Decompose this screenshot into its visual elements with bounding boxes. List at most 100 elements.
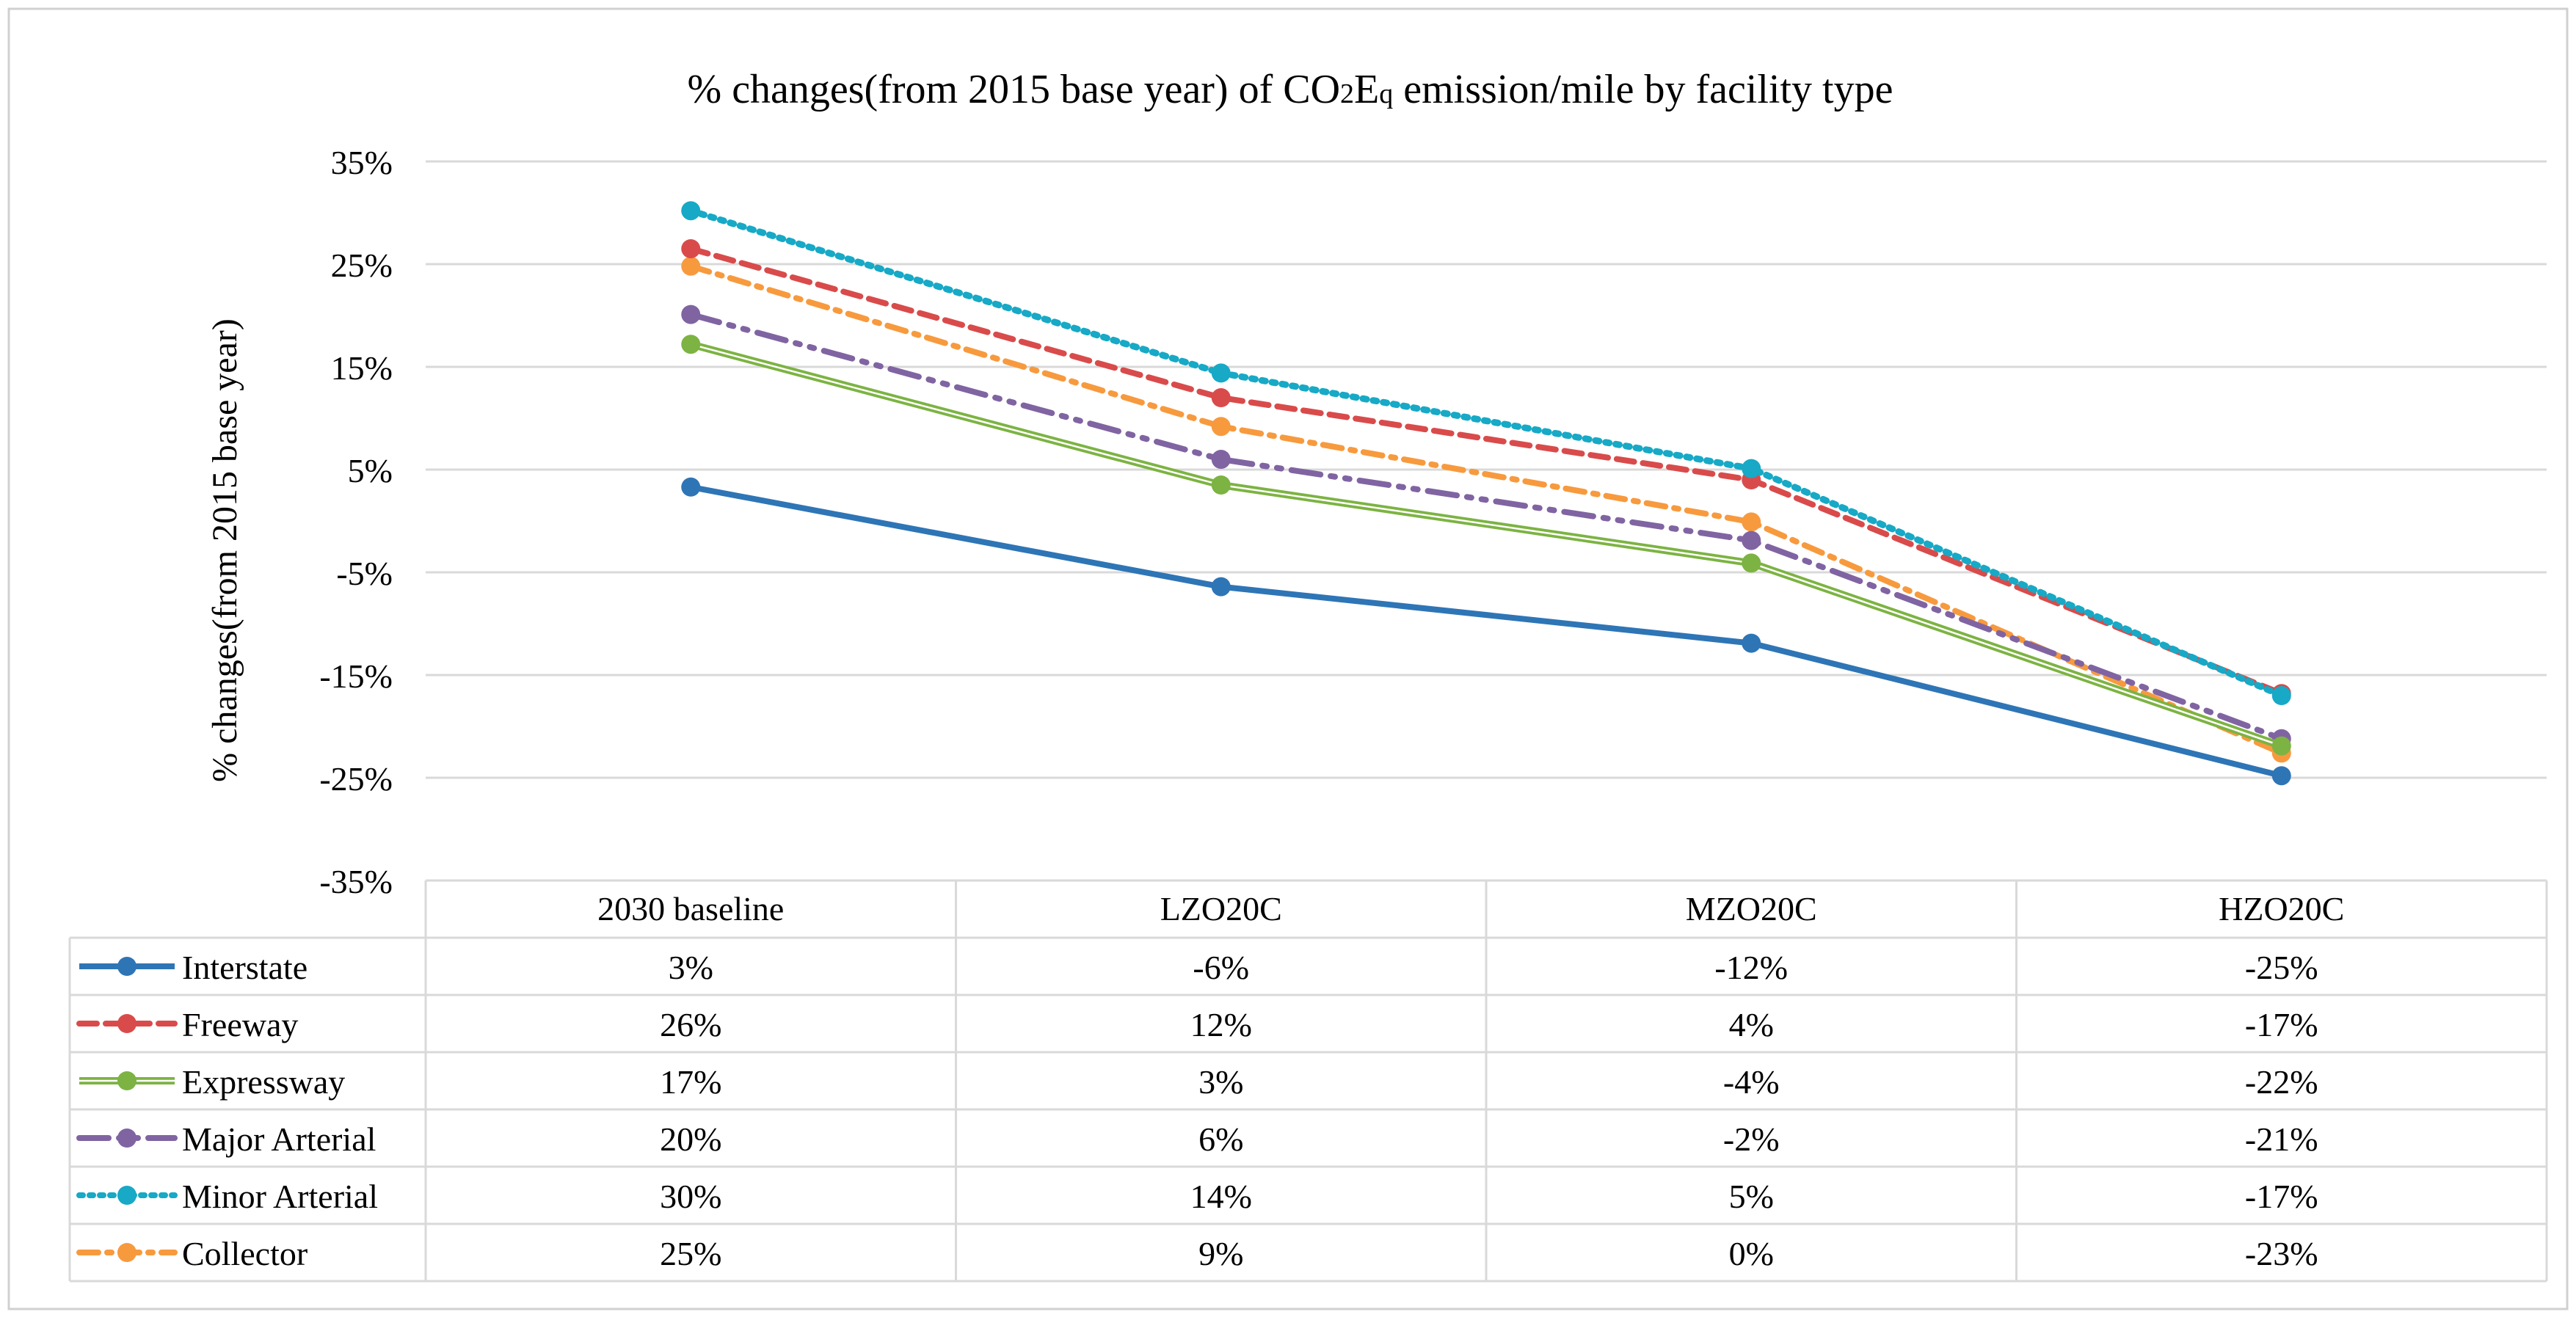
legend-label: Expressway	[182, 1063, 345, 1101]
table-cell: -6%	[1193, 949, 1249, 986]
data-point	[1742, 553, 1761, 573]
legend-marker	[117, 1128, 137, 1148]
legend-label: Minor Arterial	[182, 1178, 378, 1215]
legend-key	[76, 1128, 178, 1148]
table-row: Expressway 17% 3% -4% -22%	[79, 1063, 2318, 1101]
data-point	[1742, 512, 1761, 532]
legend-marker	[117, 1014, 137, 1033]
y-tick-label: 35%	[331, 144, 393, 181]
table-cell: -25%	[2245, 949, 2318, 986]
title-part-tail: emission/mile by facility type	[1393, 67, 1893, 112]
legend-marker	[117, 957, 137, 976]
series-line-inner	[690, 343, 2282, 747]
table-cell: 26%	[660, 1006, 721, 1043]
series-lines	[681, 201, 2291, 786]
data-point	[681, 335, 701, 354]
legend-label: Collector	[182, 1235, 308, 1272]
table-cell: 17%	[660, 1063, 721, 1101]
data-point	[681, 305, 701, 324]
data-point	[2271, 736, 2291, 756]
title-part-e: E	[1354, 67, 1379, 112]
series-major-arterial	[681, 305, 2291, 748]
category-label: LZO20C	[1160, 890, 1282, 927]
data-point	[1742, 459, 1761, 478]
legend-marker	[117, 1243, 137, 1262]
table-cell: -22%	[2245, 1063, 2318, 1101]
table-row: Interstate 3% -6% -12% -25%	[79, 949, 2318, 986]
data-point	[681, 256, 701, 276]
y-tick-label: -25%	[319, 760, 393, 798]
data-point	[1742, 633, 1761, 653]
series-line	[690, 484, 2282, 779]
data-point	[1211, 577, 1231, 597]
y-tick-labels: 35% 25% 15% 5% -5% -15% -25% -35%	[319, 144, 393, 900]
legend-marker	[117, 1071, 137, 1090]
data-point	[2271, 686, 2291, 705]
legend-label: Interstate	[182, 949, 308, 986]
table-cell: 9%	[1198, 1235, 1243, 1272]
data-point	[1211, 475, 1231, 495]
table-cell: 5%	[1729, 1178, 1774, 1215]
series-line	[687, 207, 2285, 699]
table-cell: 3%	[1198, 1063, 1243, 1101]
table-cell: -17%	[2245, 1006, 2318, 1043]
y-tick-label: -35%	[319, 863, 393, 900]
table-cell: 6%	[1198, 1120, 1243, 1158]
legend-key	[76, 1186, 178, 1205]
data-point	[681, 477, 701, 497]
table-cell: -2%	[1723, 1120, 1780, 1158]
table-row: Minor Arterial 30% 14% 5% -17%	[76, 1178, 2318, 1215]
table-cell: -21%	[2245, 1120, 2318, 1158]
legend-label: Freeway	[182, 1006, 298, 1043]
table-cell: -23%	[2245, 1235, 2318, 1272]
data-table: 2030 baseline LZO20C MZO20C HZO20C Interstat…	[68, 879, 2548, 1283]
legend-key	[76, 1243, 178, 1262]
legend-key	[76, 1014, 178, 1033]
series-minor-arterial	[681, 201, 2291, 705]
legend-key	[79, 1071, 175, 1090]
table-cell: -4%	[1723, 1063, 1780, 1101]
table-cell: 30%	[660, 1178, 721, 1215]
y-tick-label: -5%	[336, 555, 393, 592]
title-part-sub-2: 2	[1340, 79, 1354, 109]
chart-border	[7, 7, 2569, 1310]
table-cell: 25%	[660, 1235, 721, 1272]
y-tick-label: 25%	[331, 247, 393, 284]
category-label: 2030 baseline	[597, 890, 784, 927]
chart-title: % changes(from 2015 base year) of CO2Eq …	[688, 67, 1893, 112]
data-point	[1211, 417, 1231, 437]
title-part-main: % changes(from 2015 base year) of CO	[688, 67, 1340, 112]
table-cell: 3%	[669, 949, 713, 986]
data-point	[681, 239, 701, 258]
series-expressway	[681, 335, 2291, 756]
y-tick-label: 5%	[348, 452, 393, 489]
table-row: Collector 25% 9% 0% -23%	[76, 1235, 2318, 1272]
data-point	[1742, 530, 1761, 550]
data-point	[1211, 363, 1231, 383]
y-axis-label: % changes(from 2015 base year)	[205, 318, 244, 782]
series-line	[688, 246, 2285, 697]
data-point	[1211, 450, 1231, 469]
y-tick-label: -15%	[319, 657, 393, 695]
legend-marker	[117, 1186, 137, 1205]
table-cell: 14%	[1190, 1178, 1252, 1215]
table-cell: 20%	[660, 1120, 721, 1158]
table-cell: -12%	[1714, 949, 1788, 986]
table-row: Major Arterial 20% 6% -2% -21%	[76, 1120, 2318, 1158]
series-line	[688, 311, 2285, 742]
table-cell: 0%	[1729, 1235, 1774, 1272]
data-point	[681, 201, 701, 221]
title-part-sub-q: q	[1379, 79, 1393, 109]
category-label: MZO20C	[1686, 890, 1817, 927]
data-point	[2271, 766, 2291, 786]
series-interstate	[681, 477, 2291, 786]
table-row: Freeway 26% 12% 4% -17%	[76, 1006, 2318, 1043]
legend-key	[79, 957, 175, 976]
y-tick-label: 15%	[331, 349, 393, 387]
table-cell: -17%	[2245, 1178, 2318, 1215]
grid-lines	[426, 160, 2547, 779]
data-point	[1211, 388, 1231, 407]
legend-label: Major Arterial	[182, 1120, 376, 1158]
table-cell: 12%	[1190, 1006, 1252, 1043]
